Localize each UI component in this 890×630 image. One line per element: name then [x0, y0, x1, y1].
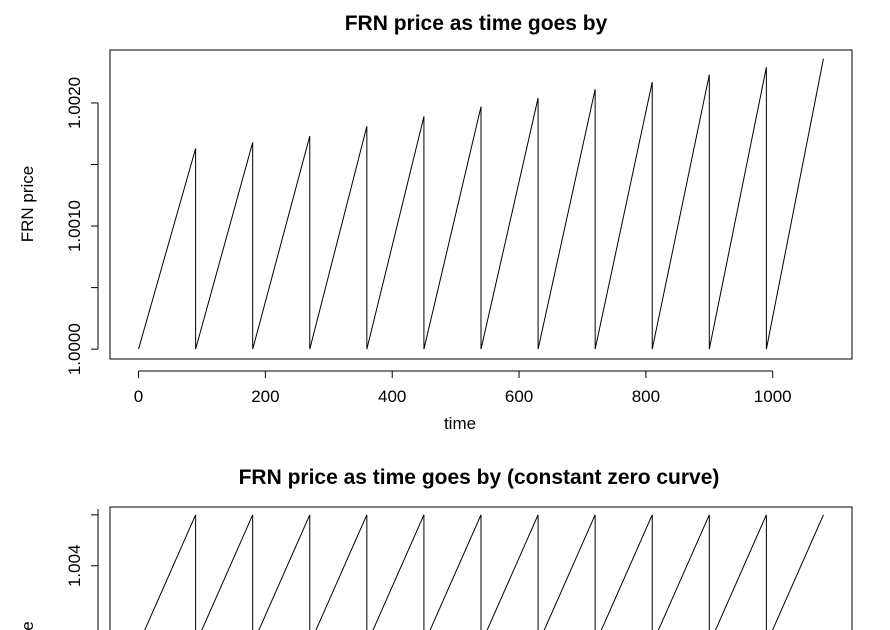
chart1-x-tick-label: 600 — [505, 387, 533, 406]
chart2-y-axis-label: e — [18, 621, 37, 630]
chart1-series — [138, 58, 824, 350]
chart2-series-line — [144, 514, 824, 630]
chart2-plot-frame — [109, 506, 853, 630]
chart-frn-price-constant-zero-curve: FRN price as time goes by (constant zero… — [18, 466, 853, 630]
chart1-title: FRN price as time goes by — [345, 12, 608, 35]
chart2-series — [144, 514, 824, 630]
chart1-x-axis: 0 200 400 600 800 1000 — [134, 370, 792, 406]
chart2-title: FRN price as time goes by (constant zero… — [239, 466, 720, 489]
chart1-x-tick-label: 400 — [378, 387, 406, 406]
chart1-y-axis: 1.0000 1.0010 1.0020 — [65, 77, 99, 375]
chart1-plot-frame — [109, 49, 853, 360]
chart1-x-tick-label: 0 — [134, 387, 143, 406]
chart2-y-tick-label: 1.004 — [65, 544, 84, 587]
chart1-y-tick-label: 1.0020 — [65, 77, 84, 129]
chart1-y-axis-label: FRN price — [18, 166, 37, 243]
chart1-x-tick-label: 800 — [632, 387, 660, 406]
chart1-y-tick-label: 1.0000 — [65, 323, 84, 375]
chart1-x-axis-label: time — [444, 414, 476, 433]
chart1-y-tick-label: 1.0010 — [65, 200, 84, 252]
chart1-series-line — [138, 58, 824, 350]
chart-frn-price: FRN price as time goes by time FRN price… — [18, 12, 853, 433]
chart2-y-axis: 1.004 — [65, 509, 99, 630]
chart1-x-tick-label: 200 — [251, 387, 279, 406]
chart1-x-tick-label: 1000 — [754, 387, 792, 406]
